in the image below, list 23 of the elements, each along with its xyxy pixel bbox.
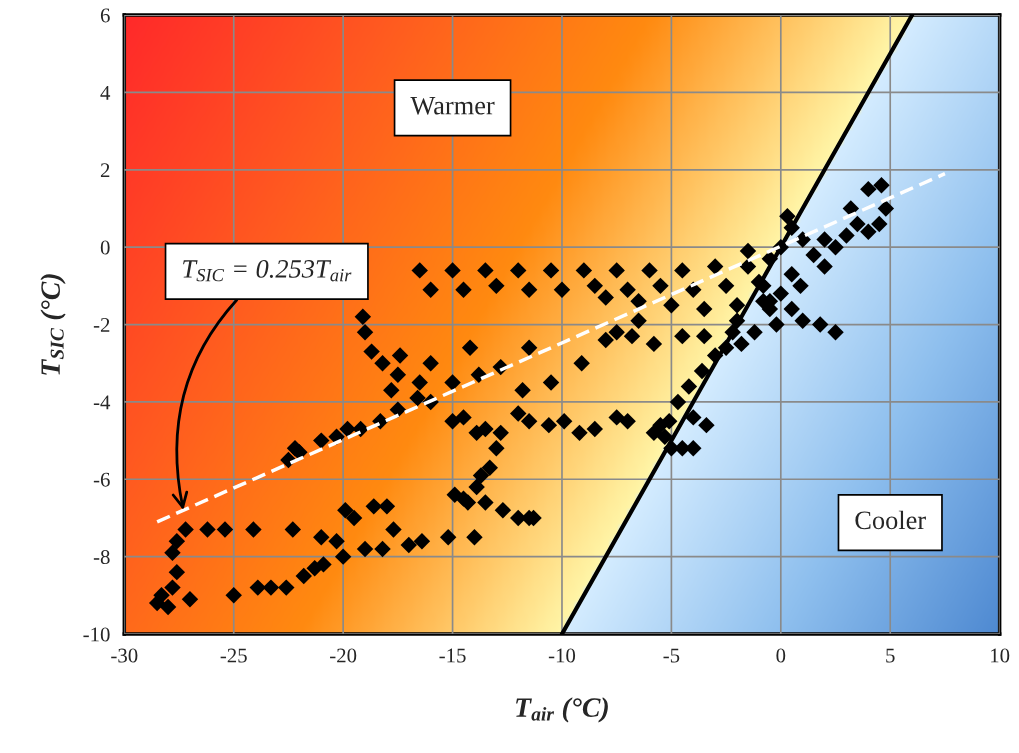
y-tick-label: 2 [100, 163, 110, 178]
x-tick-label: 10 [991, 648, 1010, 663]
y-tick-label: -8 [93, 550, 110, 565]
x-axis-title: T$_{air}$ (°C) [516, 697, 608, 723]
x-tick-label: -20 [330, 648, 357, 663]
y-tick-label: 6 [100, 8, 110, 23]
x-tick-label: -5 [663, 648, 680, 663]
y-tick-label: 0 [100, 240, 110, 255]
x-tick-label: 5 [886, 648, 895, 663]
y-tick-label: -2 [93, 317, 110, 332]
y-tick-label: -6 [93, 472, 110, 487]
y-tick-label: -4 [93, 395, 111, 410]
x-tick-label: -30 [111, 648, 138, 663]
y-tick-label: -10 [83, 627, 110, 642]
x-tick-label: -15 [439, 648, 466, 663]
annotation: T$_{SIC}$ = 0.253T$_{air}$ [183, 260, 352, 282]
x-tick-label: -25 [220, 648, 247, 663]
x-tick-label: -10 [548, 648, 576, 663]
y-axis-title: T$_{SIC}$ (°C) [40, 274, 66, 375]
y-tick-label: 4 [100, 85, 111, 100]
x-tick-label: 0 [776, 648, 786, 663]
annotation: Cooler [855, 510, 926, 530]
annotation: Warmer [410, 96, 495, 115]
